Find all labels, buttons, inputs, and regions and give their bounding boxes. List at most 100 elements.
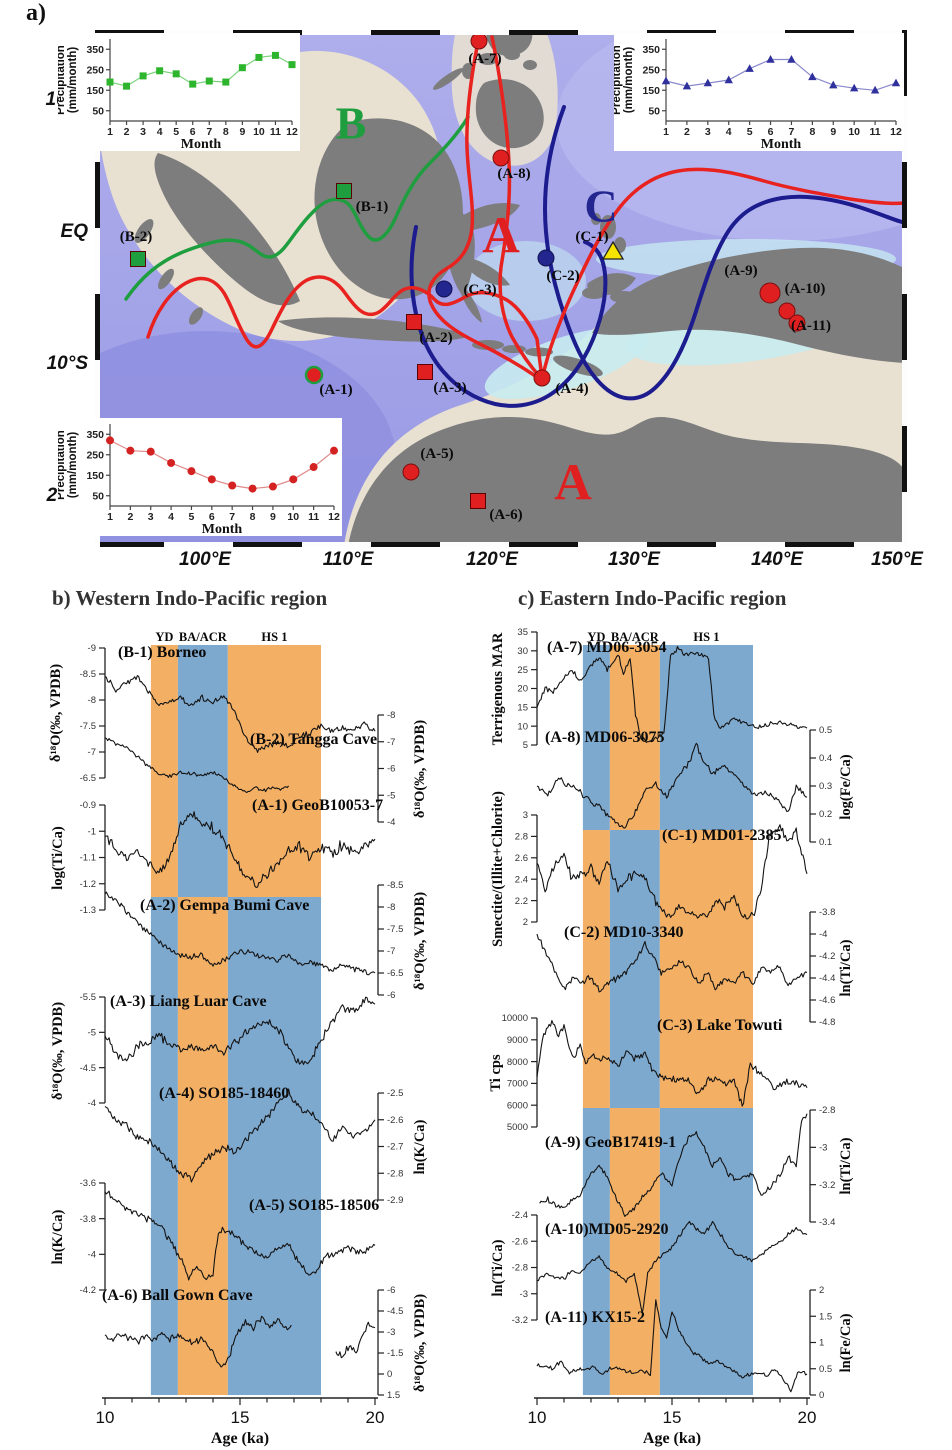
svg-text:-2.5: -2.5	[387, 1088, 403, 1099]
panel-b-period-hs-1: HS 1	[261, 630, 287, 644]
site-label-A-6: (A-6)	[489, 507, 522, 523]
svg-text:1.5: 1.5	[387, 1390, 400, 1401]
svg-text:10: 10	[517, 721, 528, 732]
svg-text:-4: -4	[387, 817, 395, 828]
svg-text:50: 50	[92, 490, 104, 502]
panel-b-axis-title-A-1: log(Ti/Ca)	[50, 826, 66, 890]
svg-text:25: 25	[517, 665, 528, 676]
panel-c-label-C-3: (C-3) Lake Towuti	[657, 1017, 783, 1034]
svg-text:50: 50	[648, 105, 660, 117]
svg-text:35: 35	[517, 627, 528, 638]
site-A-1: (A-1)	[304, 365, 353, 398]
inset-sw-xlabel: Month	[202, 522, 243, 536]
svg-text:-4: -4	[88, 1250, 96, 1261]
site-label-C-2: (C-2)	[546, 268, 579, 284]
region-letter-c-2: C	[584, 181, 617, 232]
svg-text:8: 8	[809, 126, 815, 138]
panel-b-band-1-hs-1	[227, 897, 321, 1395]
panel-c-axis-title-A-10: ln(Ti/Ca)	[490, 1239, 506, 1296]
panel-b-series-B-2: -8 -7 -6 -5 -4 δ¹⁸O(‰, VPDB) (B-2) Tangga Cave	[104, 710, 428, 828]
site-label-A-7: (A-7)	[468, 51, 501, 67]
svg-text:-3.2: -3.2	[512, 1315, 528, 1326]
svg-text:10: 10	[253, 126, 265, 138]
panel-c-title: c) Eastern Indo-Pacific region	[518, 586, 787, 610]
site-label-A-11: (A-11)	[791, 318, 831, 334]
panel-c-label-A-10: (A-10)MD05-2920	[545, 1221, 669, 1238]
panel-b-label-A-5: (A-5) SO185-18506	[249, 1197, 379, 1214]
svg-text:0.1: 0.1	[819, 837, 832, 848]
svg-text:-2.7: -2.7	[387, 1142, 403, 1153]
panel-c-period-hs-1: HS 1	[693, 630, 719, 644]
site-markers: (A-7) (A-8) (B-1) (B-2) (A-1) (A-2) (C-3) (A-3)…	[120, 32, 831, 523]
panel-b-xtick-10: 10	[96, 1408, 115, 1427]
inset-sw-ylabel: Precipitation(mm/month)	[58, 430, 79, 500]
svg-text:3: 3	[148, 511, 154, 523]
svg-text:5: 5	[173, 126, 179, 138]
panel-b-series-A-6: -6 -4.5 -3 -1.5 0 1.5 δ¹⁸O(‰, VPDB) (A-6) Ball …	[102, 1285, 428, 1401]
lon-label-5: 150°E	[871, 549, 923, 570]
svg-text:10: 10	[848, 126, 860, 138]
svg-text:10: 10	[287, 511, 299, 523]
site-label-A-10: (A-10)	[785, 281, 826, 297]
panel-c-series-A-10: -2.4 -2.6 -2.8 -3 -3.2 ln(Ti/Ca) (A-10)MD05-29…	[490, 1210, 808, 1326]
lat-label-1: EQ	[60, 221, 88, 242]
svg-text:150: 150	[86, 470, 104, 482]
panel-c-label-C-1: (C-1) MD01-2385	[662, 827, 782, 844]
svg-text:-5: -5	[387, 790, 395, 801]
site-C-2: (C-2)	[537, 249, 580, 284]
svg-text:-6: -6	[387, 1285, 395, 1296]
svg-text:10000: 10000	[502, 1013, 528, 1024]
svg-text:-4.5: -4.5	[80, 1063, 96, 1074]
svg-text:6: 6	[768, 126, 774, 138]
panel-c-label-A-9: (A-9) GeoB17419-1	[545, 1134, 676, 1151]
panel-c-band-0-ba-acr	[609, 645, 660, 830]
svg-text:-3.4: -3.4	[819, 1217, 835, 1228]
svg-text:12: 12	[890, 126, 902, 138]
panel-c-series-C-2: -3.8 -4 -4.2 -4.4 -4.6 -4.8 ln(Ti/Ca) (C-2) MD1…	[536, 907, 854, 1028]
svg-text:2.6: 2.6	[515, 853, 528, 864]
svg-text:1: 1	[107, 511, 113, 523]
panel-c-axis-title-C-1: Smectite/(Illite+Chlorite)	[490, 791, 506, 947]
svg-text:7000: 7000	[507, 1079, 528, 1090]
site-C-3: (C-3)	[435, 280, 497, 298]
svg-text:-2.9: -2.9	[387, 1195, 403, 1206]
svg-text:1.5: 1.5	[819, 1311, 832, 1322]
svg-text:-4.4: -4.4	[819, 973, 835, 984]
panel-b-label-A-3: (A-3) Liang Luar Cave	[110, 993, 267, 1010]
site-marker-A-11	[788, 314, 806, 332]
svg-text:-4: -4	[88, 1098, 96, 1109]
svg-text:4: 4	[726, 126, 732, 138]
svg-text:5: 5	[189, 511, 195, 523]
panel-b-axis-title-B-1: δ¹⁸O(‰, VPDB)	[48, 664, 64, 762]
svg-text:0: 0	[387, 1369, 392, 1380]
site-marker-A-1	[304, 365, 324, 385]
svg-text:1: 1	[819, 1338, 824, 1349]
panel-b-axis-title-A-4: ln(K/Ca)	[412, 1119, 428, 1174]
site-C-1: (C-1)	[575, 229, 625, 260]
site-label-A-3: (A-3)	[433, 380, 466, 396]
red-boundary-curve-main	[146, 167, 906, 379]
panel-c-xtick-15: 15	[663, 1408, 682, 1427]
panel-c-period-ba-acr: BA/ACR	[611, 630, 660, 644]
panel-b-series-A-5: -3.6 -3.8 -4 -4.2 ln(K/Ca) (A-5) SO185-18506	[50, 1178, 379, 1296]
site-marker-A-2	[406, 314, 422, 330]
panel-c-series-A-7: 35 30 25 20 15 10 5 Terrigenous MAR (A-7) MD06-3…	[490, 627, 808, 751]
panel-b-title: b) Western Indo-Pacific region	[52, 586, 328, 610]
site-A-11: (A-11)	[788, 314, 831, 334]
svg-text:5: 5	[747, 126, 753, 138]
panel-b-series-B-1: -9 -8.5 -8 -7.5 -7 -6.5 δ¹⁸O(‰, VPDB) (B-1) Bor…	[48, 643, 376, 784]
panel-c-axis-title-C-2: ln(Ti/Ca)	[838, 939, 854, 996]
svg-text:12: 12	[328, 511, 340, 523]
red-boundary-curve-west-branch	[427, 35, 539, 379]
inset-ne-precipitation-chart: 50 150 250 350 1 2 3 4 5 6 7 8 9 10 11 12 Precipitation(…	[611, 33, 904, 152]
panel-c-xlabel: Age (ka)	[643, 1430, 701, 1447]
svg-text:1: 1	[107, 126, 113, 138]
panel-c-axis-title-A-9: ln(Ti/Ca)	[838, 1137, 854, 1194]
svg-text:2: 2	[684, 126, 690, 138]
svg-text:-2.6: -2.6	[387, 1115, 403, 1126]
svg-text:-8.5: -8.5	[80, 669, 96, 680]
lon-label-3: 130°E	[608, 549, 660, 570]
svg-text:6: 6	[209, 511, 215, 523]
